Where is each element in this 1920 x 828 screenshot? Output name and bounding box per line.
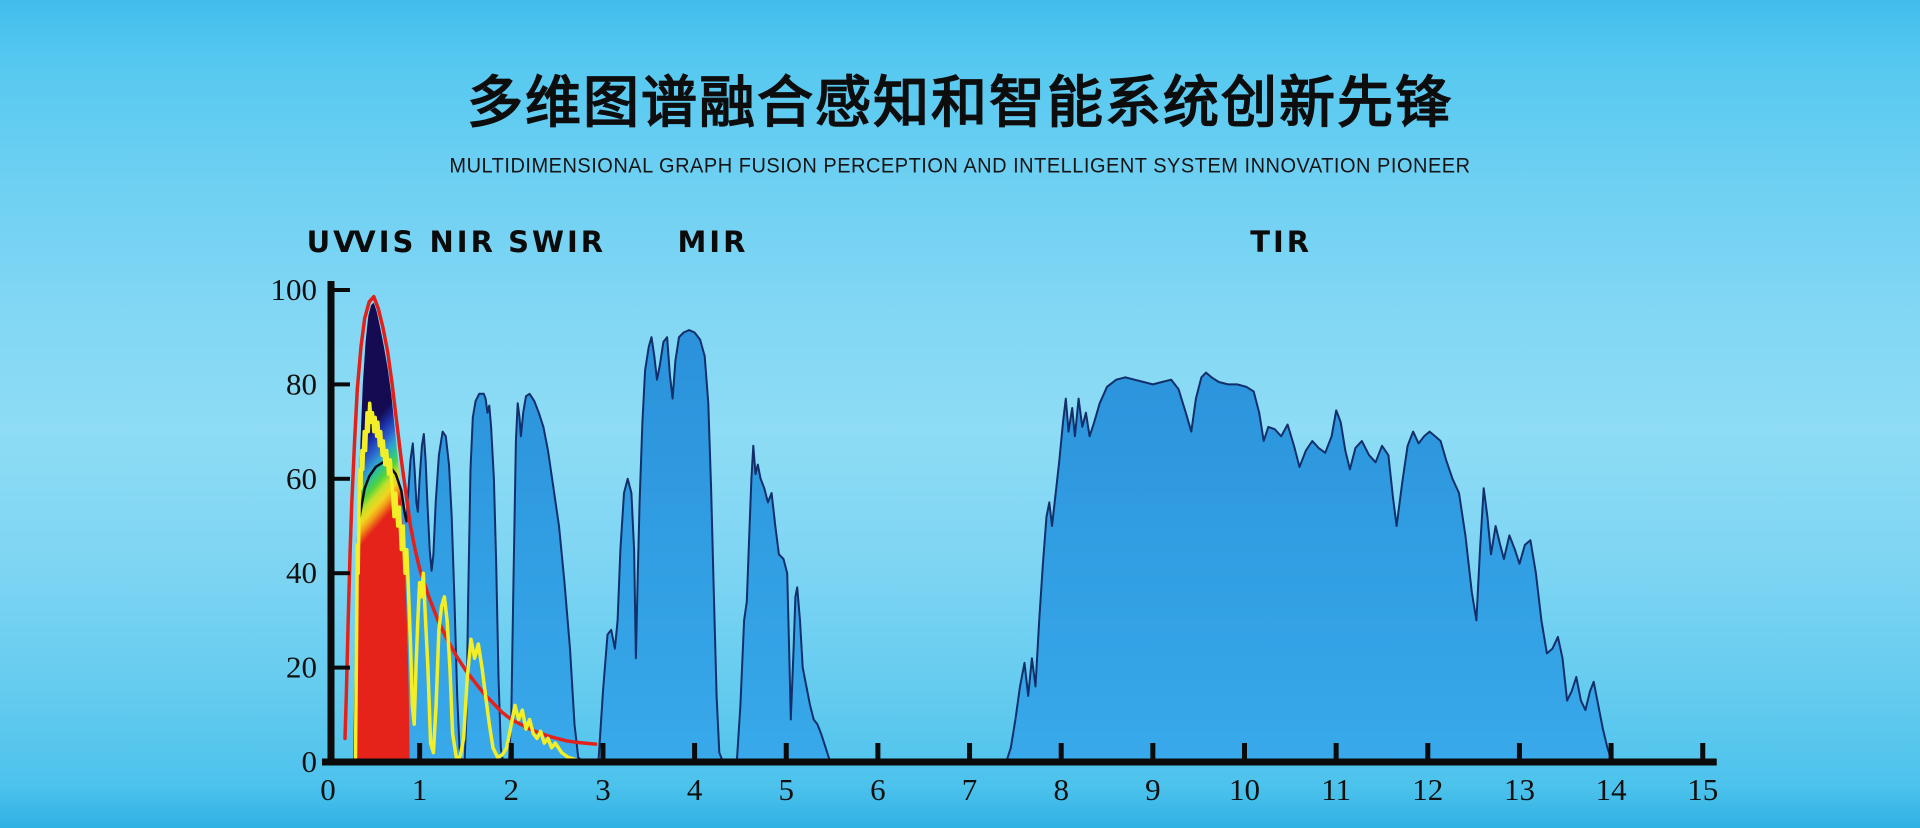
band-label-nir: NIR [430,225,496,259]
x-tick-label: 6 [870,772,886,807]
solar-spectrum-ground-curve [353,401,578,762]
x-tick-label: 0 [320,772,336,807]
x-tick-label: 11 [1321,772,1351,807]
x-tick-label: 2 [504,772,520,807]
y-tick-label: 80 [286,366,317,401]
x-tick-label: 15 [1687,772,1718,807]
x-tick-label: 10 [1229,772,1260,807]
y-tick-label: 40 [286,555,317,590]
x-tick-label: 4 [687,772,703,807]
band-label-uv: UV [307,225,359,259]
x-tick-label: 14 [1596,772,1628,807]
x-tick-label: 8 [1053,772,1069,807]
page-subtitle: MULTIDIMENSIONAL GRAPH FUSION PERCEPTION… [449,154,1471,178]
band-label-vis: VIS [353,225,416,259]
y-tick-label: 0 [302,744,318,779]
x-tick-label: 7 [962,772,978,807]
atmospheric-transmission-windows [353,329,1613,763]
x-tick-label: 3 [595,772,611,807]
page-title: 多维图谱融合感知和智能系统创新先锋 [467,71,1453,136]
x-tick-label: 9 [1145,772,1161,807]
x-tick-label: 1 [412,772,428,807]
band-label-swir: SWIR [508,225,606,259]
y-tick-label: 60 [286,461,317,496]
band-label-mir: MIR [677,225,748,259]
x-tick-label: 5 [779,772,795,807]
x-tick-label: 13 [1504,772,1535,807]
y-tick-label: 20 [286,650,317,685]
band-label-tir: TIR [1250,225,1312,259]
y-tick-label: 100 [271,272,318,307]
x-tick-label: 12 [1412,772,1443,807]
